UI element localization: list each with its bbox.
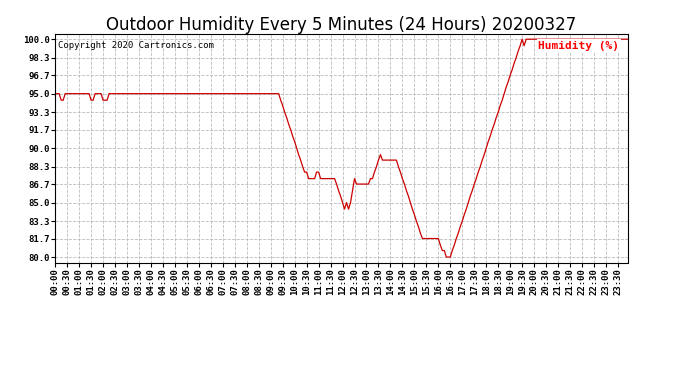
Title: Outdoor Humidity Every 5 Minutes (24 Hours) 20200327: Outdoor Humidity Every 5 Minutes (24 Hou… — [106, 16, 577, 34]
Text: Humidity (%): Humidity (%) — [538, 40, 620, 51]
Text: Copyright 2020 Cartronics.com: Copyright 2020 Cartronics.com — [58, 40, 214, 50]
